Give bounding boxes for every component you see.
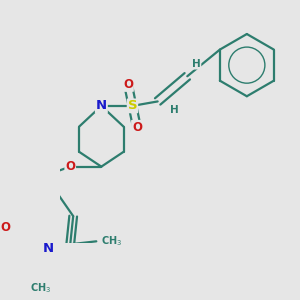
Text: CH$_3$: CH$_3$ <box>101 234 122 248</box>
Text: O: O <box>123 78 133 91</box>
Text: H: H <box>192 59 201 69</box>
Text: N: N <box>42 242 54 255</box>
Text: O: O <box>132 121 142 134</box>
Text: N: N <box>96 99 107 112</box>
Text: CH$_3$: CH$_3$ <box>30 281 51 295</box>
Text: O: O <box>1 221 10 234</box>
Text: S: S <box>128 99 137 112</box>
Text: O: O <box>65 160 75 173</box>
Text: H: H <box>169 105 178 115</box>
